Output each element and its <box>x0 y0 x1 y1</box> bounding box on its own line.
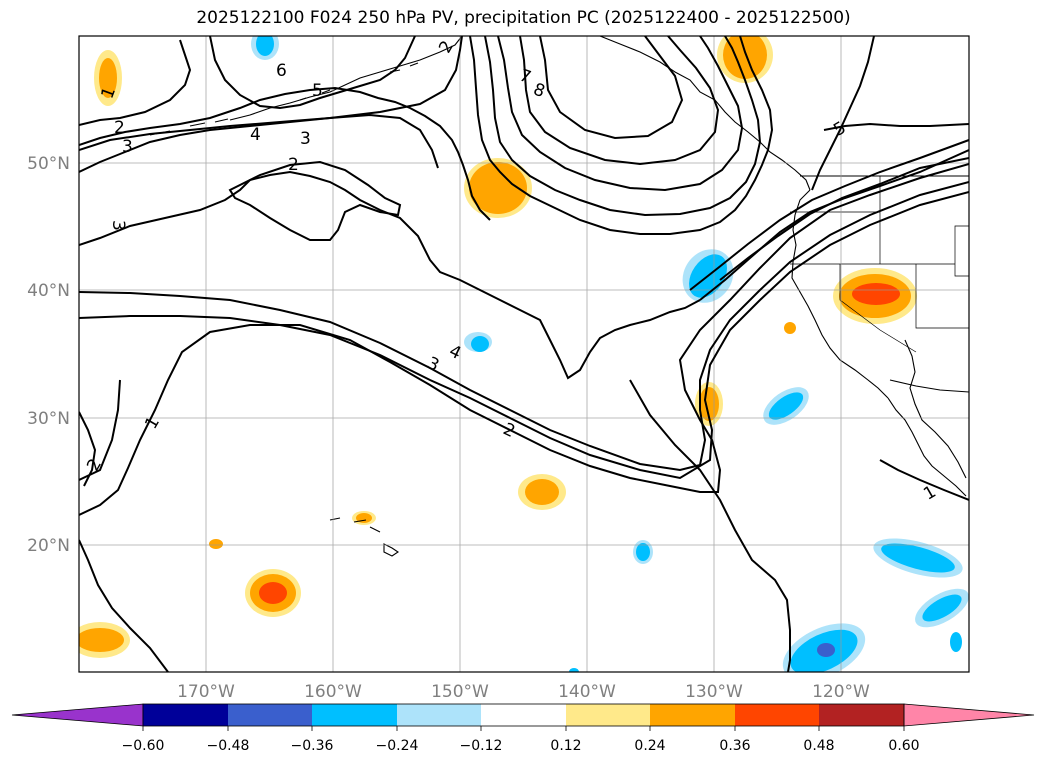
border-us-mexico <box>889 379 969 393</box>
precip-patch <box>636 543 650 561</box>
pv-contour <box>879 459 969 501</box>
lat-label-20n: 20°N <box>27 536 70 556</box>
colorbar-segment <box>735 704 819 726</box>
pv-contour <box>79 113 439 173</box>
pv-label: 4 <box>250 125 261 145</box>
pv-contour <box>79 411 97 487</box>
pv-label: 2 <box>114 118 125 138</box>
lon-label-120w: 120°W <box>812 682 870 702</box>
lat-label-50n: 50°N <box>27 154 70 174</box>
positive-precip-patches <box>79 36 917 658</box>
pv-contour <box>823 122 969 131</box>
precip-patch <box>471 336 489 352</box>
colorbar-tick-label: 0.36 <box>719 738 750 754</box>
lon-label-170w: 170°W <box>177 682 235 702</box>
precip-patch <box>569 668 579 672</box>
precipitation-shading <box>79 36 969 672</box>
pv-contour <box>519 36 720 166</box>
pv-contour <box>79 181 969 472</box>
colorbar-tick-labels: −0.60 −0.48 −0.36 −0.24 −0.12 0.12 0.24 … <box>122 738 920 754</box>
map-plot-area: 2 3 6 5 4 3 2 3 7 8 5 2 3 4 1 2 1 1 2 <box>79 36 969 672</box>
longitude-labels: 170°W 160°W 150°W 140°W 130°W 120°W <box>177 682 870 702</box>
precip-patch <box>723 36 767 79</box>
pv-label: 2 <box>288 155 299 175</box>
precip-patch <box>852 283 900 305</box>
hawaii-islands <box>329 517 399 557</box>
colorbar-segment <box>481 704 566 726</box>
lat-label-30n: 30°N <box>27 409 70 429</box>
colorbar-segment <box>566 704 650 726</box>
map-frame <box>78 35 970 673</box>
precip-patch <box>256 36 274 56</box>
pv-contour <box>469 36 774 235</box>
lon-label-140w: 140°W <box>558 682 616 702</box>
pv-contour <box>228 160 402 241</box>
colorbar-tick-label: 0.24 <box>634 738 665 754</box>
latitude-labels: 50°N 40°N 30°N 20°N <box>27 154 70 556</box>
pv-contour <box>79 539 169 672</box>
baja-california <box>887 397 967 497</box>
precip-patch <box>768 392 804 420</box>
lon-label-150w: 150°W <box>431 682 489 702</box>
colorbar-tick-label: −0.24 <box>376 738 419 754</box>
colorbar-segment <box>819 704 904 726</box>
precip-patch <box>209 539 223 549</box>
colorbar-tick-label: −0.12 <box>460 738 503 754</box>
pv-label: 3 <box>108 220 128 231</box>
precip-patch <box>99 58 117 98</box>
colorbar-tick-label: −0.36 <box>291 738 334 754</box>
pv-contour <box>79 379 791 672</box>
pv-contour <box>719 157 969 281</box>
map-title: 2025122100 F024 250 hPa PV, precipitatio… <box>196 8 851 28</box>
colorbar-tick-label: 0.60 <box>888 738 919 754</box>
precip-patch <box>881 543 955 573</box>
pv-label: 6 <box>276 61 287 81</box>
pv-contour <box>79 191 969 480</box>
pv-contour <box>689 139 969 291</box>
pv-contour <box>497 36 744 192</box>
pv-contour <box>811 36 875 191</box>
colorbar-segment <box>143 704 228 726</box>
pv-contour <box>79 86 491 221</box>
precip-patch <box>525 479 559 505</box>
pv-label: 3 <box>300 129 311 149</box>
colorbar-segment <box>903 703 1035 727</box>
precip-patch <box>922 594 962 622</box>
pv-contour <box>79 170 701 380</box>
pv-label: 3 <box>122 137 133 157</box>
pv-contour <box>79 36 463 151</box>
colorbar: −0.60 −0.48 −0.36 −0.24 −0.12 0.12 0.24 … <box>11 703 1035 754</box>
precip-patch <box>950 632 962 652</box>
lat-label-40n: 40°N <box>27 281 70 301</box>
precip-patch <box>817 643 835 657</box>
pv-contour <box>79 163 969 516</box>
precip-patch <box>469 162 527 214</box>
colorbar-segment <box>397 704 481 726</box>
mexico-mainland-coast <box>904 339 967 479</box>
colorbar-ticks <box>142 726 905 731</box>
precip-patch <box>259 582 287 604</box>
pv-contour <box>699 149 969 301</box>
colorbar-segment <box>228 704 312 726</box>
pv-contour <box>484 36 762 217</box>
colorbar-tick-label: −0.48 <box>207 738 250 754</box>
pv-label: 5 <box>312 81 323 101</box>
colorbar-tick-label: 0.48 <box>803 738 834 754</box>
colorbar-frame <box>142 703 905 727</box>
precip-patch <box>79 628 124 652</box>
lon-label-130w: 130°W <box>685 682 743 702</box>
pv-contour <box>79 36 416 126</box>
pv-contour <box>539 36 684 140</box>
colorbar-segment <box>312 704 397 726</box>
colorbar-segment <box>11 703 144 727</box>
colorbar-tick-label: 0.12 <box>550 738 581 754</box>
pv-contours <box>79 36 969 672</box>
colorbar-segment <box>650 704 735 726</box>
precip-patch <box>784 322 796 334</box>
colorbar-tick-label: −0.60 <box>122 738 165 754</box>
lon-label-160w: 160°W <box>304 682 362 702</box>
